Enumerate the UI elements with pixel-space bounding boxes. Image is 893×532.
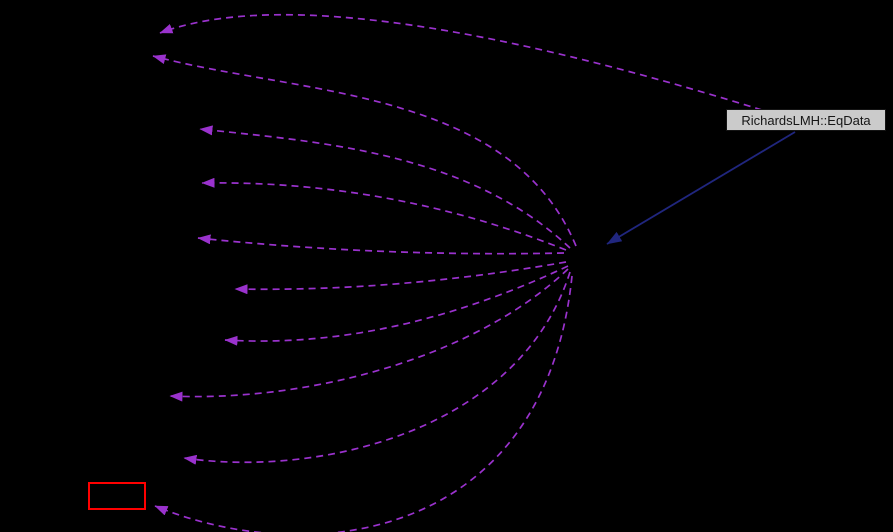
usage-edge-8	[169, 268, 569, 402]
usage-edge-6	[234, 261, 567, 295]
usage-edge-10	[154, 275, 573, 532]
node-label: RichardsLMH::EqData	[741, 112, 871, 128]
usage-edge-3	[199, 125, 571, 249]
inheritance-edge	[606, 131, 796, 245]
usage-edge-9	[183, 271, 571, 465]
highlighted-node-box[interactable]	[88, 482, 146, 510]
usage-edge-4	[201, 177, 567, 251]
usage-edge-1	[159, 13, 763, 111]
usage-edge-5	[197, 234, 565, 255]
usage-edges	[152, 13, 763, 532]
node-richardslmh-eqdata[interactable]: RichardsLMH::EqData	[726, 109, 886, 131]
usage-edge-7	[224, 265, 569, 346]
